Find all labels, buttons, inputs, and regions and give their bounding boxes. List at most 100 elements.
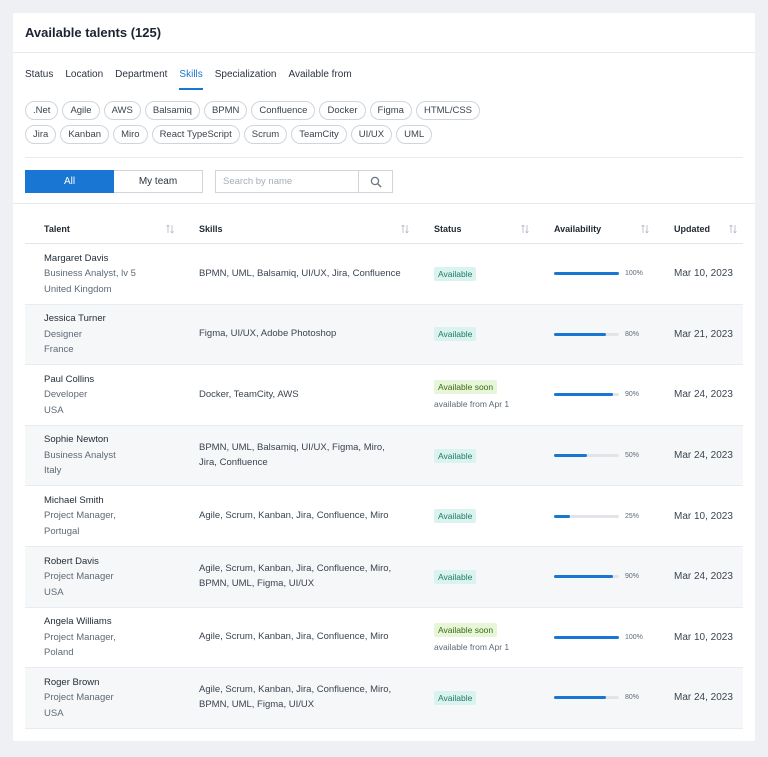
skills-cell: Agile, Scrum, Kanban, Jira, Confluence, … (199, 509, 389, 521)
skill-chip[interactable]: UML (396, 125, 433, 144)
skills-cell: BPMN, UML, Balsamiq, UI/UX, Figma, Miro,… (199, 442, 385, 468)
skill-chip[interactable]: Figma (369, 101, 412, 120)
skill-chip[interactable]: BPMN (203, 101, 248, 120)
tab-location[interactable]: Location (65, 69, 104, 80)
skills-cell: Agile, Scrum, Kanban, Jira, Confluence, … (199, 684, 392, 710)
sort-arrows-icon (521, 224, 529, 234)
talent-name[interactable]: Jessica Turner (44, 313, 106, 325)
availability-percent: 90% (625, 573, 640, 581)
all-button[interactable]: All (25, 170, 114, 193)
availability-cell: 80% (535, 331, 655, 338)
availability-cell: 25% (535, 513, 655, 520)
availability-indicator: 90% (554, 391, 655, 398)
column-label: Availability (554, 224, 602, 234)
talent-location: USA (44, 586, 64, 598)
column-header-skills[interactable]: Skills (180, 217, 415, 243)
skill-chip[interactable]: HTML/CSS (415, 101, 480, 120)
availability-cell: 50% (535, 452, 655, 459)
column-label: Talent (44, 224, 70, 234)
availability-cell: 100% (535, 270, 655, 277)
updated-date: Mar 21, 2023 (674, 328, 733, 340)
talent-location: France (44, 344, 74, 356)
talent-name[interactable]: Angela Williams (44, 616, 112, 628)
availability-bar-fill (554, 332, 606, 336)
available-from-text: available from Apr 1 (434, 641, 510, 652)
column-header-talent[interactable]: Talent (25, 217, 180, 243)
table-row[interactable]: Paul Collins Developer USA Docker, TeamCity… (25, 365, 743, 426)
availability-bar-fill (554, 514, 571, 518)
skill-chip[interactable]: TeamCity (291, 125, 347, 144)
availability-cell: 90% (535, 391, 655, 398)
availability-cell: 90% (535, 573, 655, 580)
table-row[interactable]: Michael Smith Project Manager, Portugal Agi… (25, 486, 743, 547)
availability-percent: 50% (625, 452, 640, 460)
availability-percent: 100% (625, 270, 643, 278)
talent-name[interactable]: Roger Brown (44, 676, 100, 688)
skill-chip[interactable]: Balsamiq (144, 101, 200, 120)
availability-percent: 100% (625, 633, 643, 641)
chip-row: Jira Kanban Miro React TypeScript Scrum … (25, 125, 545, 144)
updated-date: Mar 10, 2023 (674, 510, 733, 522)
skill-chip[interactable]: UI/UX (350, 125, 393, 144)
skill-chip[interactable]: .Net (25, 101, 59, 120)
column-header-availability[interactable]: Availability (535, 217, 655, 243)
skill-chip[interactable]: React TypeScript (151, 125, 240, 144)
tab-available-from[interactable]: Available from (288, 69, 352, 80)
talent-name[interactable]: Sophie Newton (44, 434, 109, 446)
availability-cell: 80% (535, 694, 655, 701)
updated-date: Mar 24, 2023 (674, 450, 733, 462)
skill-chip[interactable]: AWS (103, 101, 141, 120)
table-row[interactable]: Roger Brown Project Manager USA Agile, Scru… (25, 668, 743, 729)
talent-name[interactable]: Michael Smith (44, 494, 104, 506)
skills-cell: Docker, TeamCity, AWS (199, 388, 299, 400)
talent-location: Poland (44, 647, 74, 659)
skill-chip[interactable]: Docker (319, 101, 366, 120)
skill-chip[interactable]: Confluence (251, 101, 316, 120)
talent-cell: Sophie Newton Business Analyst Italy (25, 432, 180, 479)
skill-chip[interactable]: Agile (62, 101, 100, 120)
search-input[interactable] (215, 170, 358, 193)
table-row[interactable]: Angela Williams Project Manager, Poland Agi… (25, 608, 743, 669)
tab-status[interactable]: Status (25, 69, 54, 80)
status-badge: Available (434, 327, 477, 342)
availability-percent: 90% (625, 391, 640, 399)
skills-cell: Figma, UI/UX, Adobe Photoshop (199, 328, 337, 340)
skill-chip[interactable]: Miro (113, 125, 148, 144)
table-row[interactable]: Robert Davis Project Manager USA Agile, Scr… (25, 546, 743, 608)
column-header-status[interactable]: Status (415, 217, 535, 243)
table-row[interactable]: Jessica Turner Designer France Figma, UI/UX… (25, 304, 743, 366)
skills-cell: Agile, Scrum, Kanban, Jira, Confluence, … (199, 631, 389, 643)
status-badge: Available (434, 448, 477, 463)
tab-skills[interactable]: Skills (179, 69, 204, 90)
search-icon (370, 176, 382, 188)
skill-chip[interactable]: Jira (25, 125, 57, 144)
availability-indicator: 100% (554, 270, 655, 277)
talent-name[interactable]: Margaret Davis (44, 252, 109, 264)
tab-department[interactable]: Department (115, 69, 168, 80)
availability-percent: 80% (625, 694, 640, 702)
talent-name[interactable]: Robert Davis (44, 555, 99, 567)
column-header-updated[interactable]: Updated (655, 217, 743, 243)
skill-chip[interactable]: Scrum (243, 125, 288, 144)
sort-arrows-icon (729, 224, 737, 234)
search-button[interactable] (358, 170, 393, 193)
availability-bar-fill (554, 272, 619, 276)
table-row[interactable]: Margaret Davis Business Analyst, lv 5 Unit… (25, 244, 743, 305)
availability-bar (554, 393, 619, 397)
filter-tabs: Status Location Department Skills Specia… (25, 69, 364, 90)
talent-cell: Michael Smith Project Manager, Portugal (25, 493, 180, 540)
talent-name[interactable]: Paul Collins (44, 373, 95, 385)
talent-location: USA (44, 404, 64, 416)
table-row[interactable]: Sophie Newton Business Analyst Italy BPMN, … (25, 425, 743, 487)
tab-specialization[interactable]: Specialization (214, 69, 277, 80)
talent-role: Project Manager (44, 692, 114, 704)
status-cell: Available soon available from Apr 1 (415, 622, 535, 652)
status-cell: Available (415, 569, 535, 584)
divider (25, 157, 743, 158)
talent-cell: Robert Davis Project Manager USA (25, 554, 180, 601)
availability-bar-fill (554, 635, 619, 639)
updated-date: Mar 10, 2023 (674, 631, 733, 643)
sort-arrows-icon (166, 224, 174, 234)
my-team-button[interactable]: My team (114, 170, 203, 193)
skill-chip[interactable]: Kanban (60, 125, 110, 144)
